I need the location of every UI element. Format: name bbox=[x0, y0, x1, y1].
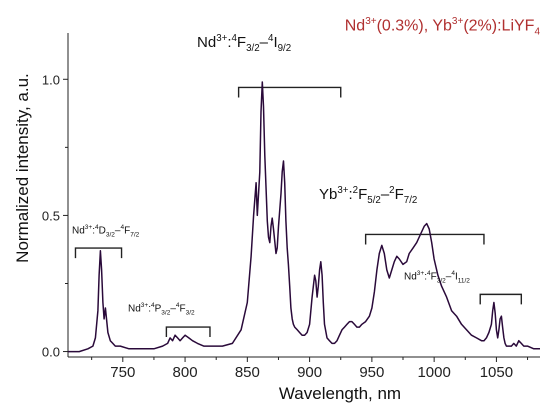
bracket-d72 bbox=[74, 247, 123, 259]
ann-charge: 3+ bbox=[216, 33, 228, 44]
series-layer bbox=[68, 81, 540, 353]
ann-sup-2: 4 bbox=[120, 224, 125, 231]
ann-sub-1: 3/2 bbox=[436, 277, 446, 285]
ann-dash: – bbox=[114, 225, 121, 237]
legend-ion-1: Nd bbox=[344, 17, 366, 35]
ann-dash: – bbox=[380, 186, 390, 203]
ann-dash: – bbox=[170, 303, 176, 315]
ann-ion: Yb bbox=[319, 186, 338, 203]
ann-level-1: F bbox=[430, 271, 437, 283]
ann-level-1: F bbox=[236, 34, 247, 51]
ann-sub-2: 9/2 bbox=[277, 43, 292, 54]
legend-ion-2-conc: (2%):LiYF bbox=[463, 17, 535, 35]
legend-ion-1-charge: 3+ bbox=[365, 16, 377, 27]
axis-ticks: 750 800 850 900 950 1000 1050 0.0 0.5 1.0 bbox=[42, 72, 529, 381]
ann-sup-2: 4 bbox=[268, 33, 274, 44]
x-tick-label: 850 bbox=[235, 364, 260, 381]
bracket-f112 bbox=[479, 293, 523, 305]
ann-sub-1: 3/2 bbox=[105, 231, 115, 239]
ann-sup-1: 4 bbox=[95, 224, 99, 231]
ann-charge: 3+ bbox=[416, 270, 425, 277]
ann-sup-1: 4 bbox=[151, 302, 155, 309]
ann-level-2: I bbox=[273, 34, 278, 51]
ann-charge: 3+ bbox=[84, 224, 93, 231]
ann-sub-2: 3/2 bbox=[185, 309, 195, 317]
ann-ion: Nd bbox=[128, 303, 141, 315]
ann-ion: Nd bbox=[197, 34, 217, 51]
ann-sub-1: 3/2 bbox=[246, 43, 260, 54]
ann-level-1: P bbox=[154, 303, 162, 315]
ann-sub-2: 7/2 bbox=[130, 231, 140, 239]
annotation-4f32-4i92: Nd3+:4F3/2–4I9/2 bbox=[197, 33, 291, 54]
ann-sup-1: 2 bbox=[352, 185, 359, 196]
ann-level-1: F bbox=[358, 186, 368, 203]
annotation-4f32-4i112: Nd3+:4F3/2–4I11/2 bbox=[404, 270, 470, 284]
ann-sep: : bbox=[92, 225, 95, 237]
annotation-4p32-4f32: Nd3+:4P3/2–4F3/2 bbox=[128, 302, 195, 316]
ann-sep: : bbox=[348, 186, 353, 203]
x-tick-label: 1000 bbox=[417, 364, 450, 381]
ann-sep: : bbox=[424, 271, 427, 283]
legend-ion-1-conc: (0.3%), bbox=[376, 17, 433, 35]
annotation-4d32-4f72: Nd3+:4D3/2–4F7/2 bbox=[72, 224, 139, 238]
x-tick-label: 800 bbox=[173, 364, 198, 381]
ann-dash: – bbox=[445, 271, 452, 283]
ann-level-2: F bbox=[394, 186, 404, 203]
annotation-yb-2f52-2f72: Yb3+:2F5/2–2F7/2 bbox=[319, 185, 417, 206]
y-tick-label: 0.5 bbox=[42, 208, 60, 223]
ann-sup-1: 4 bbox=[231, 33, 237, 44]
spectrum-line-0 bbox=[68, 81, 540, 353]
ann-sub-2: 11/2 bbox=[457, 277, 470, 285]
x-axis-title: Wavelength, nm bbox=[278, 384, 402, 403]
ann-ion: Nd bbox=[404, 271, 417, 283]
y-tick-label: 1.0 bbox=[42, 72, 60, 87]
ann-charge: 3+ bbox=[337, 185, 349, 196]
ann-sub-1: 5/2 bbox=[367, 195, 381, 206]
ann-level-2: F bbox=[124, 225, 131, 237]
x-tick-label: 1050 bbox=[480, 364, 513, 381]
x-tick-label: 950 bbox=[359, 364, 384, 381]
ann-ion: Nd bbox=[72, 225, 85, 237]
ann-sup-1: 4 bbox=[427, 270, 431, 277]
ann-sep: : bbox=[227, 34, 232, 51]
axes bbox=[67, 33, 540, 358]
ann-sup-2: 4 bbox=[175, 302, 180, 309]
ann-sub-1: 3/2 bbox=[161, 309, 171, 317]
legend-ion-2-charge: 3+ bbox=[451, 16, 464, 27]
ann-charge: 3+ bbox=[140, 302, 149, 309]
chart-legend-title: Nd3+(0.3%), Yb3+(2%):LiYF4 bbox=[345, 16, 540, 38]
y-axis-title: Normalized intensity, a.u. bbox=[13, 73, 32, 263]
bracket-f92 bbox=[237, 86, 342, 98]
ann-level-1: D bbox=[98, 225, 106, 237]
annotation-brackets bbox=[74, 86, 523, 338]
ann-dash: – bbox=[259, 34, 268, 51]
x-tick-label: 900 bbox=[297, 364, 322, 381]
ann-sup-2: 2 bbox=[389, 185, 395, 196]
ann-level-2: F bbox=[179, 303, 186, 315]
bracket-p32 bbox=[165, 326, 211, 338]
legend-ion-2: Yb bbox=[432, 17, 452, 35]
ann-sub-2: 7/2 bbox=[403, 195, 418, 206]
ann-sep: : bbox=[148, 303, 151, 315]
legend-host-sub: 4 bbox=[534, 26, 540, 38]
y-tick-label: 0.0 bbox=[42, 345, 60, 360]
x-tick-label: 750 bbox=[110, 364, 135, 381]
ann-sup-2: 4 bbox=[451, 270, 455, 277]
bracket-yb bbox=[364, 233, 485, 245]
ann-level-2: I bbox=[454, 271, 458, 283]
